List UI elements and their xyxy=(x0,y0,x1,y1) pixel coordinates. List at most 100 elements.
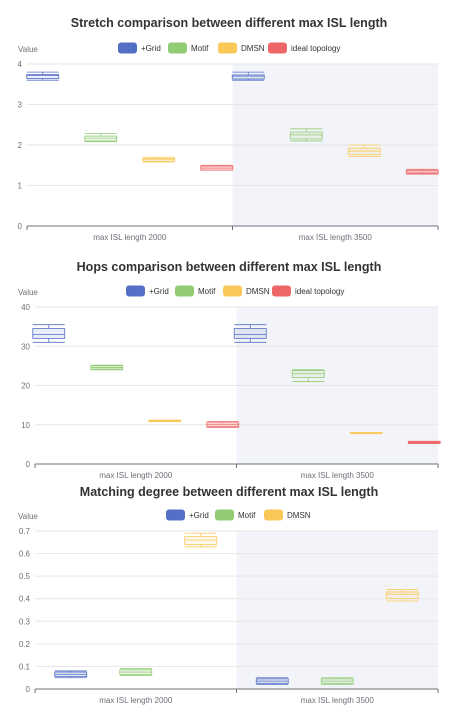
box-motif xyxy=(90,364,124,371)
box-motif xyxy=(119,668,153,676)
legend-swatch xyxy=(223,285,242,297)
legend-swatch xyxy=(118,42,137,54)
x-category-label: max ISL length 2000 xyxy=(99,471,173,480)
legend-swatch xyxy=(272,285,291,297)
box-grid xyxy=(255,677,289,685)
y-tick-label: 1 xyxy=(18,182,23,191)
legend-label: ideal topology xyxy=(291,44,340,53)
chart-2: 0 10 20 30 40 max ISL length 2000 max ISL leng… xyxy=(18,260,441,480)
legend-item: DMSN xyxy=(223,285,270,297)
legend-item: DMSN xyxy=(264,509,311,521)
y-tick-label: 0.2 xyxy=(19,640,31,649)
box-ideal xyxy=(405,168,439,175)
y-tick-label: 0.6 xyxy=(19,550,31,559)
y-tick-label: 0.7 xyxy=(19,527,31,536)
legend-swatch xyxy=(268,42,287,54)
box-grid xyxy=(26,71,60,81)
legend-label: Motif xyxy=(198,287,216,296)
box-motif xyxy=(291,369,325,382)
y-tick-label: 0 xyxy=(26,685,31,694)
chart-title: Hops comparison between different max IS… xyxy=(77,260,382,274)
chart-3: 0 0.1 0.2 0.3 0.4 0.5 0.6 0.7 max ISL length 200… xyxy=(18,485,439,705)
legend-item: Motif xyxy=(215,509,256,521)
y-tick-label: 0 xyxy=(18,222,23,231)
y-tick-label: 0.5 xyxy=(19,572,31,581)
box-grid xyxy=(233,324,267,343)
chart-1: 0 1 2 3 4 max ISL length 2000 max ISL length 3… xyxy=(18,16,439,242)
box-grid xyxy=(32,324,66,343)
legend-swatch xyxy=(264,509,283,521)
legend-item: Motif xyxy=(168,42,209,54)
legend-label: DMSN xyxy=(241,44,265,53)
y-axis-label: Value xyxy=(18,45,38,54)
legend-label: +Grid xyxy=(189,511,209,520)
box-iqr xyxy=(84,135,118,142)
legend-label: DMSN xyxy=(246,287,270,296)
legend-item: ideal topology xyxy=(268,42,340,54)
box-ideal xyxy=(407,440,441,444)
y-tick-label: 4 xyxy=(18,60,23,69)
legend-swatch xyxy=(215,509,234,521)
y-axis-label: Value xyxy=(18,512,38,521)
box-iqr xyxy=(385,591,419,600)
y-tick-label: 40 xyxy=(21,303,30,312)
legend-label: DMSN xyxy=(287,511,311,520)
box-grid xyxy=(231,71,265,81)
legend-item: ideal topology xyxy=(272,285,344,297)
category-highlight-band xyxy=(236,531,438,689)
box-dmsn xyxy=(184,532,218,548)
box-iqr xyxy=(233,328,267,339)
box-dmsn xyxy=(347,144,381,157)
x-category-label: max ISL length 2000 xyxy=(99,696,173,705)
legend-item: +Grid xyxy=(126,285,169,297)
x-category-label: max ISL length 3500 xyxy=(301,696,375,705)
box-motif xyxy=(84,133,118,143)
box-ideal xyxy=(206,421,240,428)
box-motif xyxy=(289,128,323,142)
y-axis-label: Value xyxy=(18,288,38,297)
box-dmsn xyxy=(349,432,383,435)
legend-label: +Grid xyxy=(141,44,161,53)
y-tick-label: 0.3 xyxy=(19,617,31,626)
legend-swatch xyxy=(126,285,145,297)
legend-swatch xyxy=(175,285,194,297)
box-motif xyxy=(320,677,354,685)
box-dmsn xyxy=(142,156,176,163)
legend-item: +Grid xyxy=(118,42,161,54)
box-ideal xyxy=(200,164,234,171)
legend-swatch xyxy=(218,42,237,54)
box-iqr xyxy=(142,157,176,162)
box-iqr xyxy=(231,74,265,80)
legend-label: +Grid xyxy=(149,287,169,296)
box-dmsn xyxy=(148,419,182,423)
y-tick-label: 0 xyxy=(26,460,31,469)
box-iqr xyxy=(32,328,66,339)
y-tick-label: 20 xyxy=(21,382,30,391)
box-grid xyxy=(54,670,88,679)
y-tick-label: 3 xyxy=(18,101,23,110)
y-tick-label: 30 xyxy=(21,342,30,351)
chart-title: Stretch comparison between different max… xyxy=(71,16,388,30)
legend-swatch xyxy=(166,509,185,521)
x-category-label: max ISL length 3500 xyxy=(299,233,373,242)
legend-item: Motif xyxy=(175,285,216,297)
y-tick-label: 2 xyxy=(18,141,23,150)
legend-item: +Grid xyxy=(166,509,209,521)
legend-label: Motif xyxy=(191,44,209,53)
legend-swatch xyxy=(168,42,187,54)
legend-label: Motif xyxy=(238,511,256,520)
x-category-label: max ISL length 2000 xyxy=(93,233,167,242)
y-tick-label: 0.4 xyxy=(19,595,31,604)
y-tick-label: 0.1 xyxy=(19,662,31,671)
y-tick-label: 10 xyxy=(21,421,30,430)
box-iqr xyxy=(347,147,381,156)
box-iqr xyxy=(26,74,60,79)
chart-title: Matching degree between different max IS… xyxy=(80,485,378,499)
box-iqr xyxy=(184,536,218,545)
x-category-label: max ISL length 3500 xyxy=(301,471,375,480)
legend-item: DMSN xyxy=(218,42,265,54)
box-iqr xyxy=(289,131,323,140)
legend-label: ideal topology xyxy=(295,287,344,296)
